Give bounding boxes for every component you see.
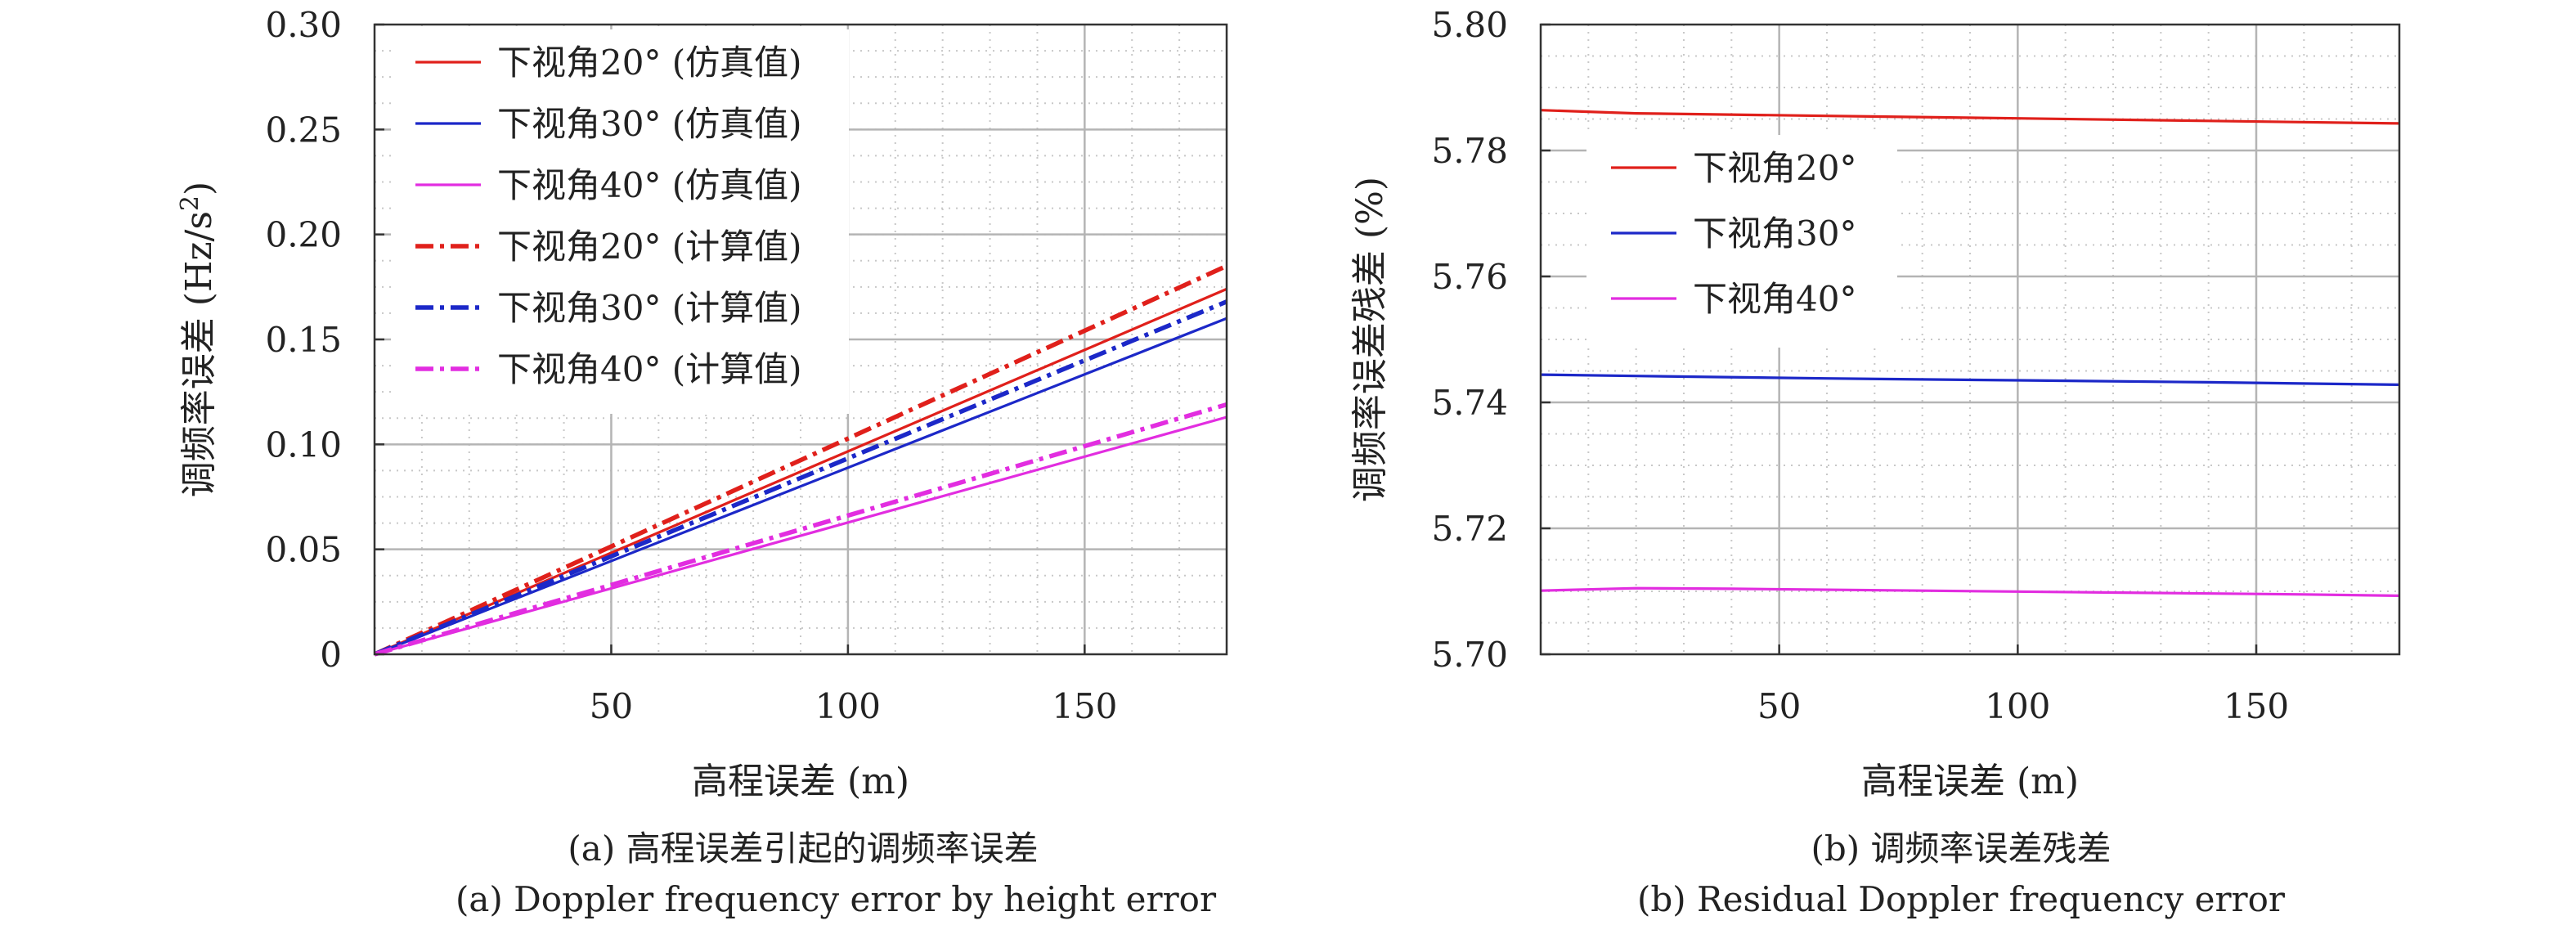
chart-b-series [1540,109,2400,597]
chart-a-legend-label-1: 下视角20° (仿真值) [497,43,802,83]
chart-b-series-line-1 [1540,109,2400,125]
chart-b-y-tick-label: 5.80 [1431,5,1508,45]
chart-a-y-axis-label: 调频率误差 (Hz/s2) [176,182,220,497]
chart-b-y-axis-label: 调频率误差残差 (%) [1349,177,1391,502]
chart-a-y-tick-label: 0.20 [265,215,342,255]
chart-b-ticks: 50 100 150 5.70 5.72 5.74 5.76 5.78 5.80 [1431,5,2289,726]
chart-b-x-tick-label: 100 [1985,686,2050,726]
chart-b-y-tick-label: 5.70 [1431,635,1508,675]
chart-a-legend-label-5: 下视角30° (计算值) [497,288,802,328]
chart-a-y-tick-label: 0.10 [265,424,342,465]
chart-b-legend-label-2: 下视角30° [1693,213,1856,254]
chart-a-y-tick-label: 0.25 [265,110,342,150]
chart-b-y-tick-label: 5.76 [1431,257,1508,297]
chart-a-x-axis-label: 高程误差 (m) [692,761,909,802]
chart-a-y-axis-label-sup: 2 [176,195,204,211]
chart-a-legend: 下视角20° (仿真值) 下视角30° (仿真值) 下视角40° (仿真值) 下视角2… [391,29,849,414]
chart-b-plot-frame [1539,23,2401,656]
chart-a: 50 100 150 0 0.05 0.10 0.15 0.20 0.25 0.30 高程误差 (m… [176,5,1228,802]
chart-a-legend-box [391,29,849,414]
chart-a-series-line-6 [374,402,1227,657]
chart-b-y-tick-label: 5.78 [1431,131,1508,171]
chart-a-y-axis-label-end: ) [178,182,220,195]
chart-b-y-tick-label: 5.72 [1431,509,1508,549]
chart-b-legend: 下视角20° 下视角30° 下视角40° [1586,135,1897,348]
chart-a-x-tick-label: 150 [1052,686,1117,726]
chart-a-legend-label-2: 下视角30° (仿真值) [497,104,802,144]
chart-a-series-line-4 [373,263,1228,657]
chart-b-series-line-2 [1540,373,2400,386]
chart-a-y-tick-label: 0.15 [265,320,342,360]
caption-a-zh: (a) 高程误差引起的调频率误差 [568,828,1038,869]
chart-b-legend-box [1586,135,1897,348]
chart-a-y-tick-label: 0.30 [265,5,342,45]
chart-a-y-tick-label: 0.05 [265,530,342,570]
chart-b-series-line-3 [1540,586,2400,597]
chart-b-legend-label-3: 下视角40° [1693,279,1856,319]
chart-b-legend-label-1: 下视角20° [1693,148,1856,188]
chart-a-y-tick-label: 0 [320,635,342,675]
chart-a-x-tick-label: 100 [815,686,881,726]
chart-a-series [373,263,1228,657]
chart-a-series-line-2 [374,317,1227,656]
chart-a-legend-label-4: 下视角20° (计算值) [497,227,802,267]
chart-b-x-tick-label: 50 [1757,686,1801,726]
chart-a-series-line-5 [373,299,1228,657]
chart-a-y-axis-label-main: 调频率误差 (Hz/s [178,211,220,497]
chart-b-x-axis-label: 高程误差 (m) [1861,761,2079,802]
caption-a-en: (a) Doppler frequency error by height er… [456,879,1217,919]
chart-a-legend-label-3: 下视角40° (仿真值) [497,165,802,205]
caption-b-zh: (b) 调频率误差残差 [1811,828,2111,869]
chart-a-x-tick-label: 50 [590,686,633,726]
chart-b-y-tick-label: 5.74 [1431,383,1508,423]
chart-a-legend-label-6: 下视角40° (计算值) [497,349,802,389]
caption-b-en: (b) Residual Doppler frequency error [1637,879,2286,919]
chart-a-ticks: 50 100 150 0 0.05 0.10 0.15 0.20 0.25 0.30 [265,5,1117,726]
chart-b: 50 100 150 5.70 5.72 5.74 5.76 5.78 5.80 高程误差 (m)… [1349,5,2401,802]
chart-b-x-tick-label: 150 [2224,686,2289,726]
